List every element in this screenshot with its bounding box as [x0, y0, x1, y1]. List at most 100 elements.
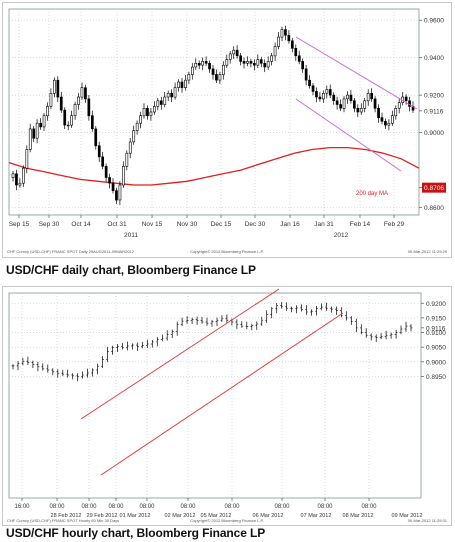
candle: [15, 173, 18, 186]
ma-line: [8, 146, 420, 186]
candle: [287, 34, 291, 42]
y-tick-label: 0.8600: [424, 205, 444, 212]
y-tick-label: 0.9050: [426, 345, 446, 352]
candle: [159, 100, 163, 105]
x-tick-label: Dec 30: [245, 221, 266, 228]
candle: [346, 94, 349, 100]
candle: [32, 128, 36, 139]
x-tick-label: Nov 30: [177, 221, 198, 228]
candle: [77, 96, 80, 105]
candle: [101, 156, 104, 167]
y-tick-label: 0.9000: [426, 359, 446, 366]
ma-price-box: [422, 182, 446, 193]
candle: [208, 62, 211, 70]
footer-right: 09-Mar-2012 11:29:31: [408, 518, 448, 523]
x-date-label: 01 Mar 2012: [120, 513, 151, 519]
ma-label: 200 day MA: [356, 191, 388, 197]
candle: [352, 100, 356, 109]
candle: [128, 141, 132, 154]
candle: [294, 47, 298, 57]
candle: [25, 149, 29, 169]
candle: [52, 79, 56, 94]
channel-line-upper: [80, 288, 280, 420]
candle: [42, 115, 46, 128]
candle: [49, 93, 53, 107]
x-tick-label: 08:00: [274, 504, 290, 510]
candle: [270, 55, 274, 62]
candle: [256, 59, 260, 66]
candle: [315, 91, 318, 98]
x-date-label: 06 Mar 2012: [253, 513, 284, 519]
candle: [97, 145, 101, 158]
plot-area: [8, 8, 420, 216]
x-tick-label: 16:00: [14, 504, 30, 510]
y-tick-label: 0.9400: [424, 55, 444, 62]
candle: [18, 182, 22, 186]
y-tick-label: 0.9116: [426, 325, 446, 332]
x-date-label: 02 Mar 2012: [165, 513, 196, 519]
x-tick-label: 08:00: [81, 504, 97, 510]
channel-line-lower: [100, 312, 344, 476]
x-tick-label: Nov 15: [142, 221, 163, 228]
x-tick-label: Oct 14: [71, 221, 91, 228]
y-tick-label: 0.9600: [424, 18, 444, 25]
x-date-label: 28 Feb 2012: [51, 513, 82, 519]
candle: [201, 61, 205, 66]
candle: [373, 98, 377, 109]
candle: [380, 117, 384, 122]
candle: [301, 61, 305, 70]
candle: [87, 98, 91, 117]
x-year-label: 2011: [124, 232, 138, 239]
candle: [228, 53, 232, 60]
x-tick-label: 08:00: [361, 504, 377, 510]
candle: [104, 166, 108, 178]
x-tick-label: 08:00: [317, 504, 333, 510]
candle: [408, 100, 411, 107]
candle: [108, 177, 111, 184]
candle: [21, 167, 25, 184]
candle: [170, 93, 174, 98]
candle: [363, 100, 367, 109]
candle: [266, 61, 270, 68]
x-date-label: 08 Mar 2012: [343, 513, 374, 519]
candle: [118, 184, 122, 201]
candle: [325, 89, 329, 94]
candle: [191, 66, 194, 75]
y-tick-label: 0.9150: [426, 315, 446, 322]
candle: [280, 29, 284, 38]
candle: [135, 122, 139, 131]
x-tick-label: Sep 30: [39, 221, 60, 228]
candle: [290, 40, 294, 49]
candle: [184, 79, 187, 88]
candle: [146, 108, 149, 117]
x-tick-label: 08:00: [108, 504, 124, 510]
candle: [11, 173, 15, 178]
candle: [235, 49, 239, 57]
candle: [339, 104, 343, 109]
candle: [253, 62, 256, 66]
candle: [139, 115, 143, 124]
footer-center: Copyright© 2012 Bloomberg Finance L.P.: [190, 518, 264, 523]
candle: [349, 94, 353, 101]
candle: [187, 74, 191, 81]
candle: [390, 115, 394, 124]
candle: [384, 121, 387, 126]
candle: [70, 115, 73, 126]
x-tick-label: Jan 31: [314, 221, 334, 228]
hourly-chart-caption: USD/CHF hourly chart, Bloomberg Finance …: [6, 526, 266, 540]
candle: [277, 36, 280, 47]
candle: [111, 182, 115, 191]
y-tick-label: 0.9116: [424, 108, 444, 115]
footer-center: Copyright© 2012 Bloomberg Finance L.P.: [190, 249, 264, 254]
channel-line-lower: [295, 98, 402, 172]
candle: [46, 106, 49, 117]
candle: [239, 55, 243, 62]
candle: [163, 96, 167, 105]
candle: [66, 124, 70, 127]
candle: [39, 122, 42, 128]
candle: [84, 87, 87, 100]
footer-right: 09-Mar-2012 11:29:29: [408, 249, 448, 254]
candle: [80, 87, 84, 98]
candle: [246, 61, 249, 64]
y-tick-label: 0.8706: [424, 185, 444, 192]
